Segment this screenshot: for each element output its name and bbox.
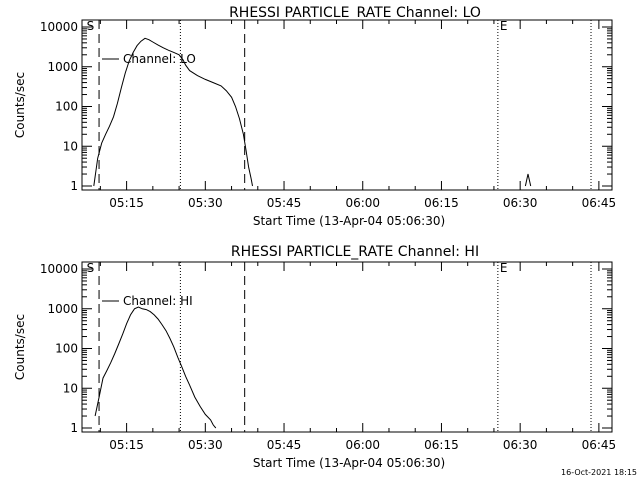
plot-frame: [81, 261, 613, 433]
y-tick-label: 100: [55, 100, 78, 114]
y-tick-label: 1000: [47, 60, 78, 74]
legend-label: Channel: LO: [123, 52, 196, 66]
y-tick-label: 10: [63, 381, 78, 395]
y-tick-label: 1: [70, 179, 78, 193]
x-tick-label: 06:45: [582, 438, 617, 452]
x-tick-label: 06:00: [345, 196, 380, 210]
x-tick-label: 05:15: [109, 196, 144, 210]
x-tick-label: 05:30: [188, 196, 223, 210]
x-tick-label: 06:00: [345, 438, 380, 452]
marker-label-e: E: [500, 19, 508, 33]
marker-label-s: S: [87, 19, 95, 33]
y-tick-label: 1: [70, 421, 78, 435]
series-line-0: [94, 306, 217, 429]
y-tick-label: 1000: [47, 302, 78, 316]
x-tick-label: 05:45: [267, 196, 302, 210]
x-axis-label: Start Time (13-Apr-04 05:06:30): [253, 456, 445, 470]
x-tick-label: 06:15: [424, 196, 459, 210]
x-tick-label: 05:45: [267, 438, 302, 452]
y-tick-label: 10: [63, 139, 78, 153]
chart-title: RHESSI PARTICLE_RATE Channel: LO: [229, 5, 481, 21]
x-tick-label: 06:15: [424, 438, 459, 452]
y-tick-label: 10000: [40, 20, 78, 34]
y-tick-label: 100: [55, 342, 78, 356]
series-spike: [524, 173, 532, 187]
x-tick-label: 06:30: [503, 196, 538, 210]
x-tick-label: 05:15: [109, 438, 144, 452]
y-tick-label: 10000: [40, 262, 78, 276]
footer-timestamp: 16-Oct-2021 18:15: [561, 468, 637, 477]
plot-frame: [81, 19, 613, 191]
marker-label-s: S: [87, 261, 95, 275]
marker-label-e: E: [500, 261, 508, 275]
x-axis-label: Start Time (13-Apr-04 05:06:30): [253, 214, 445, 228]
y-axis-label: Counts/sec: [13, 314, 27, 380]
x-tick-label: 06:30: [503, 438, 538, 452]
legend-label: Channel: HI: [123, 294, 193, 308]
chart-title: RHESSI PARTICLE_RATE Channel: HI: [231, 244, 479, 260]
series-line-0: [93, 37, 253, 187]
x-tick-label: 05:30: [188, 438, 223, 452]
y-axis-label: Counts/sec: [13, 72, 27, 138]
x-tick-label: 06:45: [582, 196, 617, 210]
